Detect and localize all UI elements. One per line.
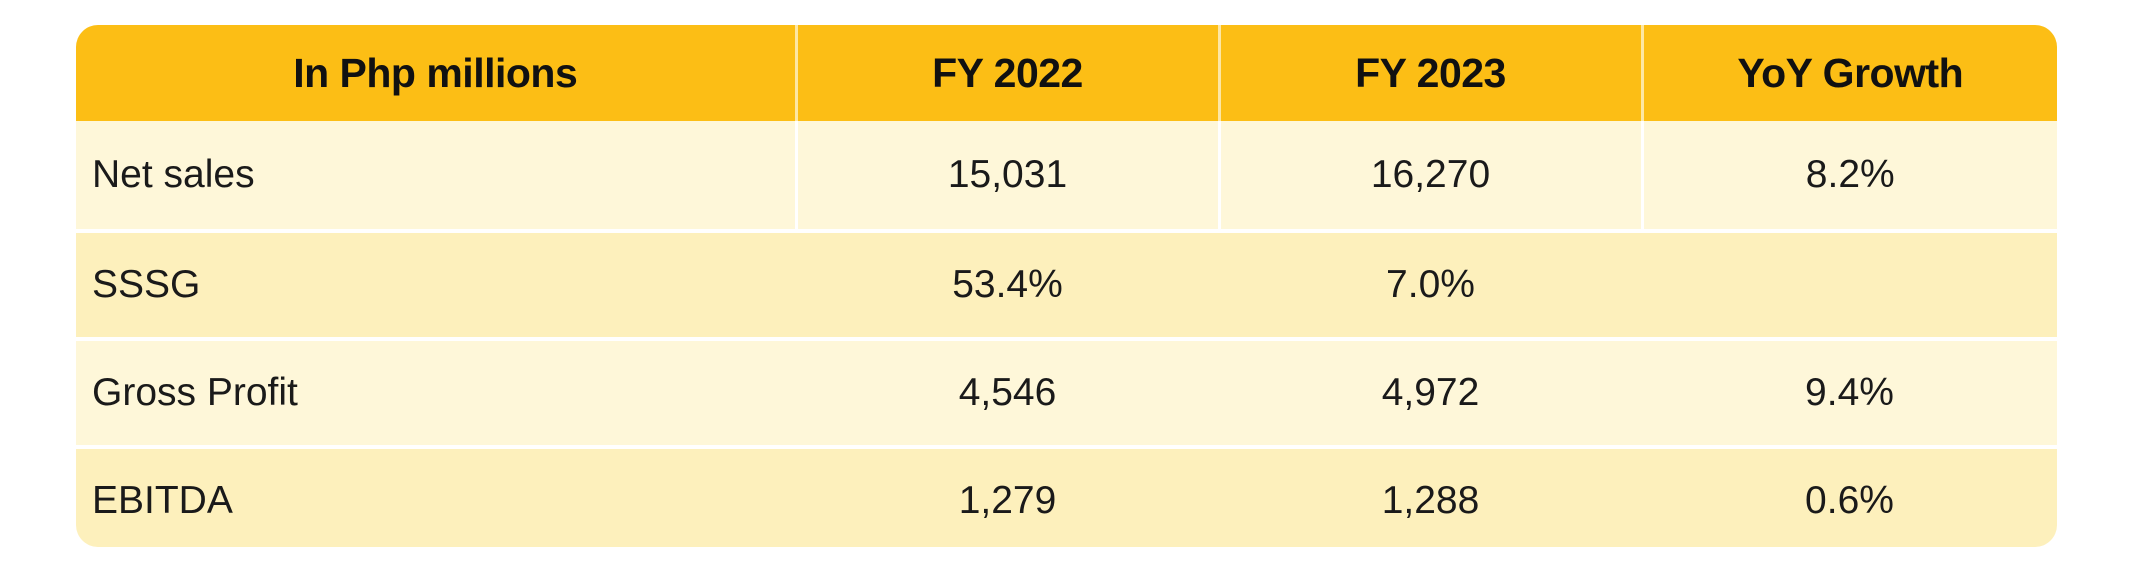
column-header-metric: In Php millions <box>76 25 796 121</box>
row-label: EBITDA <box>76 445 796 547</box>
table-body: Net sales 15,031 16,270 8.2% SSSG 53.4% … <box>76 121 2057 547</box>
cell-yoy-growth <box>1642 229 2057 339</box>
table-row-ebitda: EBITDA 1,279 1,288 0.6% <box>76 445 2057 547</box>
financial-summary-table-container: In Php millions FY 2022 FY 2023 YoY Grow… <box>76 25 2057 547</box>
column-header-yoy-growth: YoY Growth <box>1640 25 2057 121</box>
row-label: Gross Profit <box>76 337 796 447</box>
table-row-net-sales: Net sales 15,031 16,270 8.2% <box>76 121 2057 231</box>
table-row-gross-profit: Gross Profit 4,546 4,972 9.4% <box>76 337 2057 447</box>
row-label: SSSG <box>76 229 796 339</box>
financial-summary-table: In Php millions FY 2022 FY 2023 YoY Grow… <box>76 25 2057 547</box>
cell-fy2022: 4,546 <box>796 337 1219 447</box>
cell-fy2023: 1,288 <box>1219 445 1642 547</box>
column-header-fy2022: FY 2022 <box>794 25 1219 121</box>
cell-fy2023: 4,972 <box>1219 337 1642 447</box>
cell-fy2022: 15,031 <box>794 121 1219 231</box>
cell-yoy-growth: 0.6% <box>1642 445 2057 547</box>
cell-fy2022: 1,279 <box>796 445 1219 547</box>
table-row-sssg: SSSG 53.4% 7.0% <box>76 229 2057 339</box>
cell-fy2022: 53.4% <box>796 229 1219 339</box>
cell-fy2023: 7.0% <box>1219 229 1642 339</box>
row-label: Net sales <box>76 121 796 231</box>
header-row: In Php millions FY 2022 FY 2023 YoY Grow… <box>76 25 2057 121</box>
column-header-fy2023: FY 2023 <box>1217 25 1642 121</box>
cell-fy2023: 16,270 <box>1217 121 1642 231</box>
cell-yoy-growth: 8.2% <box>1640 121 2057 231</box>
table-header: In Php millions FY 2022 FY 2023 YoY Grow… <box>76 25 2057 121</box>
cell-yoy-growth: 9.4% <box>1642 337 2057 447</box>
